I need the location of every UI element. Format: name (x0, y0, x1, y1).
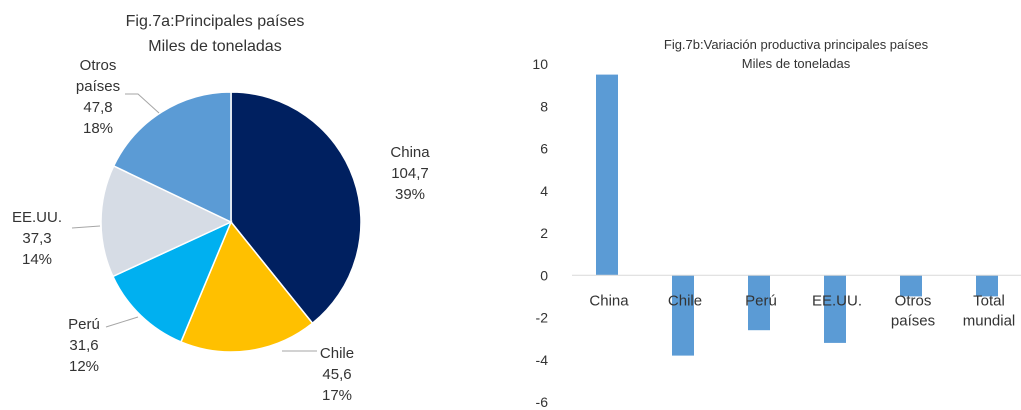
bar-chart: Fig.7b:Variación productiva principales … (532, 37, 1021, 410)
y-tick-label: 8 (540, 98, 548, 114)
pie-percent-label: 39% (395, 186, 425, 203)
pie-percent-label: 17% (322, 387, 352, 404)
pie-title: Fig.7a:Principales países (126, 13, 305, 30)
x-category-label: mundial (963, 312, 1016, 329)
pie-labels: China 104,7 39% Chile 45,6 17% Perú 31,6 12% EE.U… (12, 57, 430, 404)
pie-slice-otros-paises (112, 91, 232, 224)
x-category-label: Chile (668, 292, 702, 309)
bar-title: Fig.7b:Variación productiva principales … (664, 37, 929, 52)
bar-chile (672, 275, 694, 356)
pie-category-label: China (390, 144, 430, 161)
y-tick-label: 10 (532, 56, 548, 72)
x-category-label: China (589, 292, 629, 309)
y-tick-label: 4 (540, 183, 548, 199)
y-tick-label: 6 (540, 141, 548, 157)
pie-leader-line-peru (105, 316, 139, 328)
pie-leader-line-ee-uu (71, 225, 101, 229)
pie-category-label: Perú (68, 316, 100, 333)
bar-y-axis: 10 8 6 4 2 0 -2 -4 -6 (532, 56, 548, 410)
bar-subtitle: Miles de toneladas (742, 56, 851, 71)
pie-value-label: 31,6 (69, 337, 98, 354)
pie-slice-ee-uu (100, 164, 233, 278)
bar-series (596, 74, 998, 356)
y-tick-label: 2 (540, 225, 548, 241)
y-tick-label: -4 (536, 352, 549, 368)
pie-percent-label: 12% (69, 358, 99, 375)
y-tick-label: -2 (536, 310, 549, 326)
pie-slices (100, 91, 362, 353)
bar-peru (748, 275, 770, 331)
pie-category-label: Chile (320, 345, 354, 362)
x-category-label: Total (973, 292, 1005, 309)
x-category-label: Perú (745, 292, 777, 309)
x-category-label: Otros (895, 292, 932, 309)
pie-category-label: Otros (80, 57, 117, 74)
pie-category-label: países (76, 78, 120, 95)
pie-percent-label: 14% (22, 251, 52, 268)
pie-value-label: 47,8 (83, 99, 112, 116)
bar-x-axis: China Chile Perú EE.UU. Otros países Total mund… (589, 292, 1015, 329)
bar-total-mundial (976, 275, 998, 297)
pie-subtitle: Miles de toneladas (148, 38, 281, 55)
bar-ee-uu (824, 275, 846, 343)
y-tick-label: 0 (540, 267, 548, 283)
x-category-label: EE.UU. (812, 292, 862, 309)
pie-category-label: EE.UU. (12, 209, 62, 226)
pie-value-label: 104,7 (391, 165, 429, 182)
pie-slice-china (230, 91, 362, 325)
bar-china (596, 74, 618, 276)
pie-slice-peru (111, 220, 233, 343)
y-tick-label: -6 (536, 394, 549, 410)
pie-chart: Fig.7a:Principales países Miles de tonel… (12, 13, 430, 404)
pie-value-label: 37,3 (22, 230, 51, 247)
x-category-label: países (891, 312, 935, 329)
pie-slice-chile (179, 220, 314, 353)
pie-value-label: 45,6 (322, 366, 351, 383)
pie-leader-line-otros-paises (125, 93, 160, 114)
pie-percent-label: 18% (83, 120, 113, 137)
bar-otros-paises (900, 275, 922, 297)
